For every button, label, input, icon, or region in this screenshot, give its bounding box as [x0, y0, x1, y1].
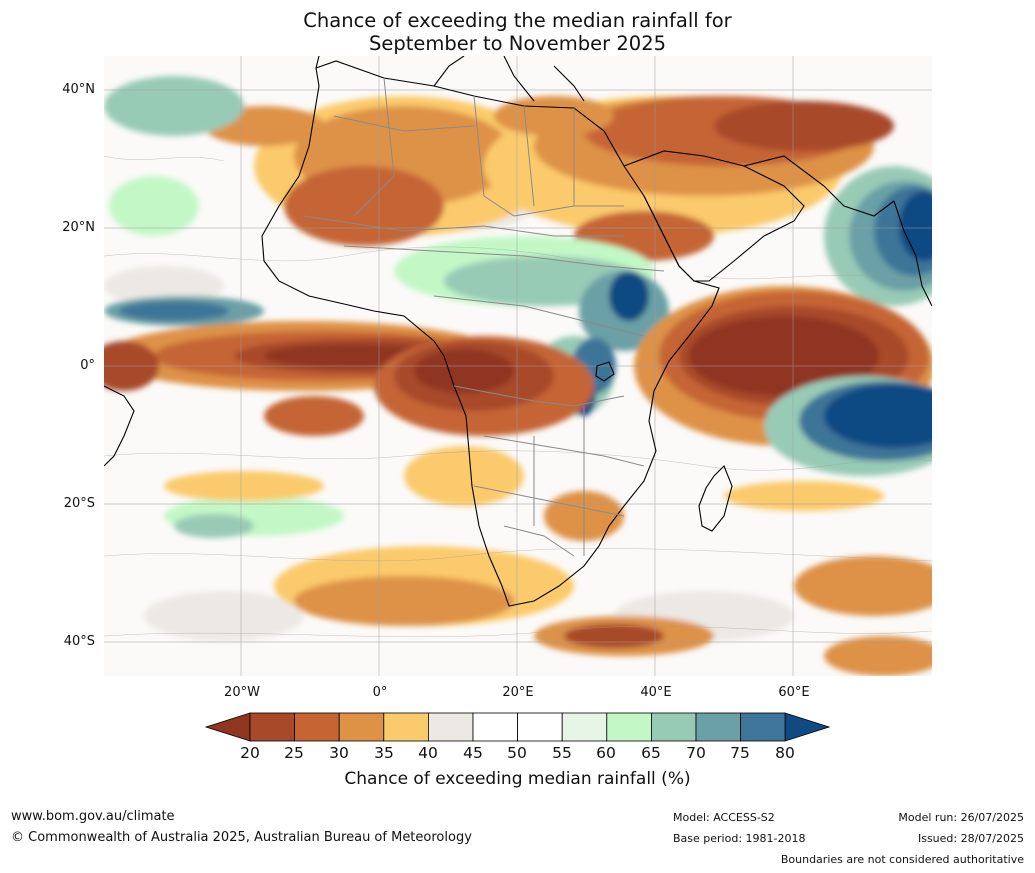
colorbar-segment-75-80: [740, 712, 786, 742]
colorbar-segment-below-20: [205, 712, 251, 742]
lon-label-40e: 40°E: [640, 685, 672, 700]
lat-label-20n: 20°N: [62, 220, 95, 235]
colorbar-tick-50: 50: [507, 744, 527, 762]
colorbar-segment-35-40: [383, 712, 429, 742]
lat-label-20s: 20°S: [63, 496, 95, 511]
coastlines: [104, 56, 932, 607]
colorbar: [205, 712, 830, 742]
lon-label-20w: 20°W: [224, 685, 260, 700]
lat-label-equator: 0°: [80, 358, 95, 373]
copyright-text: © Commonwealth of Australia 2025, Austra…: [11, 830, 472, 845]
graticule: [104, 56, 932, 676]
colorbar-tick-40: 40: [418, 744, 438, 762]
colorbar-segment-above-80: [784, 712, 830, 742]
map-title-line-2: September to November 2025: [368, 32, 667, 55]
colorbar-tick-55: 55: [552, 744, 572, 762]
colorbar-segment-40-45: [427, 712, 474, 742]
lat-label-40n: 40°N: [62, 82, 95, 97]
colorbar-tick-75: 75: [730, 744, 750, 762]
colorbar-segment-45-50: [472, 712, 518, 742]
colorbar-segment-20-25: [249, 712, 295, 742]
lat-label-40s: 40°S: [63, 634, 95, 649]
colorbar-segment-70-75: [695, 712, 741, 742]
colorbar-segment-25-30: [294, 712, 340, 742]
colorbar-tick-30: 30: [329, 744, 349, 762]
colorbar-segment-55-60: [561, 712, 608, 742]
colorbar-tick-70: 70: [686, 744, 706, 762]
lon-label-60e: 60°E: [778, 685, 810, 700]
colorbar-label: Chance of exceeding median rainfall (%): [344, 769, 691, 789]
colorbar-tick-25: 25: [284, 744, 304, 762]
colorbar-tick-45: 45: [463, 744, 483, 762]
colorbar-segment-30-35: [338, 712, 385, 742]
colorbar-segment-50-55: [517, 712, 563, 742]
base-period-text: Base period: 1981-2018: [673, 832, 806, 845]
map-title-line-1: Chance of exceeding the median rainfall …: [303, 9, 732, 32]
probability-shading: [104, 76, 932, 676]
country-boundaries: [303, 77, 665, 557]
colorbar-tick-60: 60: [596, 744, 616, 762]
colorbar-segment-60-65: [606, 712, 652, 742]
map-title: Chance of exceeding the median rainfall …: [0, 9, 1035, 55]
colorbar-tick-20: 20: [240, 744, 260, 762]
lon-label-20e: 20°E: [502, 685, 534, 700]
boundaries-note: Boundaries are not considered authoritat…: [780, 853, 1024, 866]
colorbar-tick-80: 80: [775, 744, 795, 762]
issued-text: Issued: 28/07/2025: [917, 832, 1024, 845]
colorbar-tick-65: 65: [641, 744, 661, 762]
rainfall-probability-map: [104, 56, 932, 676]
contour-lines: [104, 155, 932, 638]
colorbar-tick-35: 35: [374, 744, 394, 762]
model-text: Model: ACCESS-S2: [673, 811, 775, 824]
model-run-text: Model run: 26/07/2025: [898, 811, 1024, 824]
lon-label-0: 0°: [372, 685, 388, 700]
website-text: www.bom.gov.au/climate: [11, 809, 175, 824]
colorbar-segment-65-70: [650, 712, 697, 742]
